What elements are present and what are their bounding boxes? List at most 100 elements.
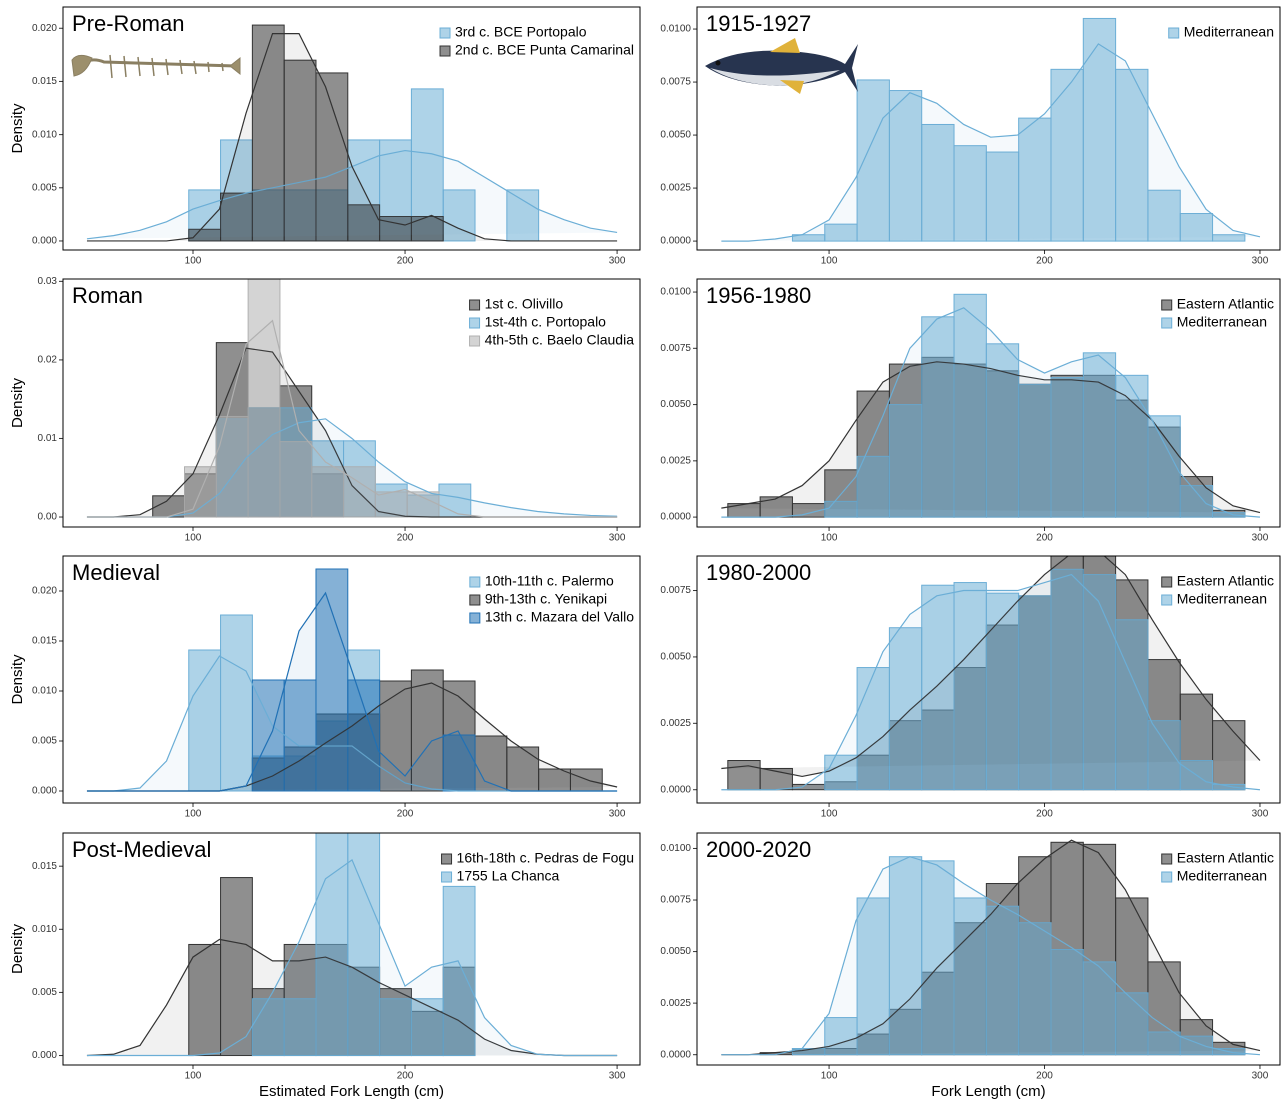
x-axis-title: Fork Length (cm) [931,1083,1045,1100]
legend-swatch [470,300,480,310]
y-tick-label: 0.0000 [660,236,691,247]
y-tick-label: 0.03 [38,276,58,287]
legend-swatch [470,336,480,346]
y-tick-label: 0.0100 [660,287,691,298]
legend: Mediterranean [1169,24,1274,40]
x-tick-label: 300 [1252,809,1269,820]
legend-label: 1st-4th c. Portopalo [485,314,607,330]
y-tick-label: 0.005 [32,987,57,998]
y-tick-label: 0.0025 [660,718,691,729]
x-tick-label: 200 [397,809,414,820]
y-tick-label: 0.0075 [660,77,691,88]
x-tick-label: 300 [1252,533,1269,544]
legend-label: 9th-13th c. Yenikapi [485,591,607,607]
panel-title: Post-Medieval [72,837,211,862]
y-tick-label: 0.020 [32,23,57,34]
x-tick-label: 200 [1036,533,1053,544]
y-axis-title: Density [9,377,26,428]
legend-label: Eastern Atlantic [1177,850,1274,866]
x-tick-label: 300 [609,809,626,820]
y-tick-label: 0.010 [32,686,57,697]
legend-label: 3rd c. BCE Portopalo [455,24,587,40]
x-tick-label: 100 [821,1071,838,1082]
legend-label: Mediterranean [1177,314,1267,330]
panel-title: 1915-1927 [706,11,811,36]
y-tick-label: 0.01 [38,433,58,444]
y-tick-label: 0.000 [32,1050,57,1061]
y-axis-title: Density [9,103,26,154]
panel-title: 1956-1980 [706,283,811,308]
x-tick-label: 300 [609,1071,626,1082]
x-tick-label: 300 [609,256,626,267]
y-tick-label: 0.0050 [660,399,691,410]
legend-swatch [442,854,452,864]
figure: 0.000 0.005 0.010 0.015 0.020 100 200 300 Pre-Ro… [0,0,1284,1102]
y-tick-label: 0.010 [32,924,57,935]
legend-swatch [440,46,450,56]
y-tick-label: 0.000 [32,786,57,797]
y-tick-label: 0.0025 [660,455,691,466]
legend-swatch [1162,318,1172,328]
legend-swatch [470,595,480,605]
panel-title: Roman [72,283,143,308]
y-tick-label: 0.0100 [660,843,691,854]
y-tick-label: 0.015 [32,636,57,647]
legend-swatch [1162,595,1172,605]
tuna-eye [716,61,721,66]
y-tick-label: 0.0075 [660,343,691,354]
y-tick-label: 0.010 [32,129,57,140]
x-tick-label: 200 [397,256,414,267]
legend-label: Mediterranean [1184,24,1274,40]
panel: 0.0000.0050.0100.0150.020100200300Mediev… [9,556,640,820]
legend-label: 16th-18th c. Pedras de Fogu [457,850,634,866]
legend-swatch [1162,577,1172,587]
x-tick-label: 100 [821,533,838,544]
x-tick-label: 300 [1252,1071,1269,1082]
y-tick-label: 0.0000 [660,1049,691,1060]
y-tick-label: 0.015 [32,76,57,87]
legend-swatch [470,577,480,587]
legend-label: 4th-5th c. Baelo Claudia [485,332,635,348]
x-tick-label: 200 [1036,809,1053,820]
legend-label: Eastern Atlantic [1177,296,1274,312]
panel-title: 2000-2020 [706,837,811,862]
y-tick-label: 0.005 [32,182,57,193]
legend-swatch [1169,28,1179,38]
x-tick-label: 200 [397,533,414,544]
histogram-bar [728,761,760,790]
legend-swatch [470,318,480,328]
x-tick-label: 200 [397,1071,414,1082]
panel: 0.000 0.005 0.010 0.015 0.020 100 200 300 Pre-Ro… [9,7,640,267]
y-tick-label: 0.0075 [660,895,691,906]
x-tick-label: 100 [821,256,838,267]
legend-swatch [440,28,450,38]
panel: 0.00000.00250.00500.00750.01001002003001… [660,7,1280,267]
y-tick-label: 0.0050 [660,652,691,663]
x-tick-label: 300 [1252,256,1269,267]
x-tick-label: 100 [185,256,202,267]
y-tick-label: 0.0050 [660,130,691,141]
panel-title: 1980-2000 [706,560,811,585]
x-tick-label: 300 [609,533,626,544]
y-tick-label: 0.000 [32,236,57,247]
y-axis-title: Density [9,654,26,705]
x-tick-label: 100 [185,1071,202,1082]
legend-swatch [1162,872,1172,882]
legend-label: 1755 La Chanca [457,868,560,884]
legend-label: 13th c. Mazara del Vallo [485,609,634,625]
legend-swatch [1162,300,1172,310]
x-axis-title: Estimated Fork Length (cm) [259,1083,444,1100]
legend-swatch [1162,854,1172,864]
y-tick-label: 0.020 [32,586,57,597]
panel-title: Pre-Roman [72,11,184,36]
y-tick-label: 0.0050 [660,946,691,957]
legend-label: 10th-11th c. Palermo [485,573,614,589]
x-tick-label: 100 [185,533,202,544]
legend-label: 2nd c. BCE Punta Camarinal [455,42,634,58]
panel-title: Medieval [72,560,160,585]
legend-label: 1st c. Olivillo [485,296,564,312]
